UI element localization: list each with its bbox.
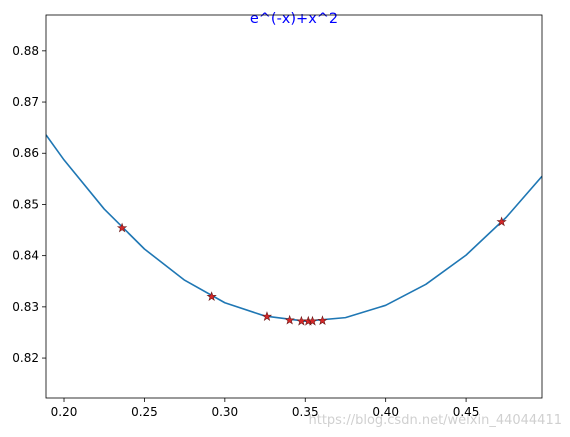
y-tick-label: 0.87 <box>12 95 39 109</box>
x-tick-label: 0.20 <box>51 405 78 419</box>
chart-title: e^(-x)+x^2 <box>250 11 338 27</box>
y-tick-label: 0.86 <box>12 146 39 160</box>
y-tick-label: 0.85 <box>12 197 39 211</box>
y-tick-label: 0.88 <box>12 44 39 58</box>
watermark: https://blog.csdn.net/weixin_44044411 <box>308 413 562 428</box>
marker <box>317 315 328 326</box>
y-tick-label: 0.82 <box>12 351 39 365</box>
plot-frame <box>45 14 543 399</box>
x-tick-label: 0.40 <box>372 405 399 419</box>
marker <box>284 314 295 325</box>
y-tick-label: 0.83 <box>12 300 39 314</box>
x-tick-label: 0.25 <box>131 405 158 419</box>
x-tick-label: 0.30 <box>211 405 238 419</box>
marker <box>261 311 273 321</box>
marker <box>307 315 318 326</box>
x-tick-label: 0.35 <box>292 405 319 419</box>
marker <box>496 216 507 227</box>
marker <box>296 315 307 326</box>
marker <box>206 291 217 301</box>
y-tick-label: 0.84 <box>12 249 39 263</box>
x-tick-label: 0.45 <box>453 405 480 419</box>
marker <box>116 222 128 233</box>
